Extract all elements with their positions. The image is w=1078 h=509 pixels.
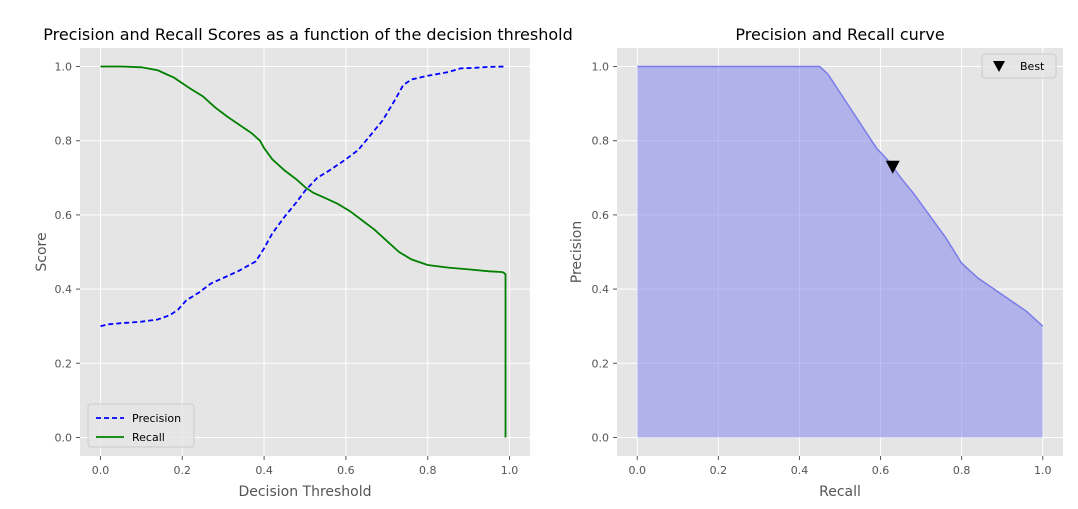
threshold-y-tick-label: 1.0 <box>55 61 73 74</box>
pr-curve-line <box>637 65 1044 327</box>
threshold-x-tick-label: 0.4 <box>255 464 273 477</box>
pr-y-tick-label: 0.4 <box>592 283 610 296</box>
pr-y-tick-label: 0.6 <box>592 209 610 222</box>
series-precision-line <box>100 65 506 328</box>
pr-y-tick-label: 0.0 <box>592 431 610 444</box>
threshold-y-axis-label: Score <box>34 232 50 271</box>
pr-x-axis-label: Recall <box>819 484 861 500</box>
threshold-y-tick-label: 0.4 <box>55 283 73 296</box>
pr-legend: Best <box>981 53 1057 79</box>
threshold-x-axis-label: Decision Threshold <box>238 484 371 500</box>
threshold-x-tick-label: 0.0 <box>92 464 110 477</box>
pr-curve-title: Precision and Recall curve <box>735 25 944 44</box>
pr-y-tick-label: 0.8 <box>592 135 610 148</box>
pr-x-tick-label: 0.4 <box>791 464 809 477</box>
pr-x-tick-label: 0.6 <box>872 464 890 477</box>
pr-curve-chart: Precision and Recall curve 0.0 0.2 0.4 0.6 0… <box>569 25 1063 500</box>
threshold-series <box>100 65 507 438</box>
series-recall-line <box>100 65 507 438</box>
legend-precision-label: Precision <box>132 412 181 425</box>
threshold-chart-title: Precision and Recall Scores as a functio… <box>43 25 573 44</box>
threshold-y-tick-label: 0.0 <box>55 431 73 444</box>
threshold-x-tick-label: 0.2 <box>174 464 192 477</box>
pr-ticks: 0.0 0.2 0.4 0.6 0.8 1.0 0.0 0.2 0.4 0.6 0.8 1.0 <box>592 61 1052 477</box>
threshold-y-tick-label: 0.2 <box>55 357 73 370</box>
threshold-chart: Precision and Recall Scores as a functio… <box>34 25 573 500</box>
best-point-marker <box>885 160 900 174</box>
legend-best-marker-icon <box>993 61 1005 72</box>
threshold-ticks: 0.0 0.2 0.4 0.6 0.8 1.0 0.0 0.2 0.4 0.6 0.8 1.0 <box>55 61 519 477</box>
threshold-x-tick-label: 0.8 <box>419 464 437 477</box>
pr-x-tick-label: 0.8 <box>953 464 971 477</box>
pr-series <box>637 65 1044 438</box>
pr-y-tick-label: 0.2 <box>592 357 610 370</box>
pr-area-fill <box>637 66 1043 438</box>
legend-best-label: Best <box>1020 60 1045 73</box>
pr-y-axis-label: Precision <box>569 221 585 283</box>
threshold-plot-area <box>80 48 530 456</box>
pr-x-tick-label: 0.0 <box>629 464 647 477</box>
pr-x-tick-label: 1.0 <box>1034 464 1052 477</box>
threshold-y-tick-label: 0.8 <box>55 135 73 148</box>
legend-recall-label: Recall <box>132 431 165 444</box>
threshold-legend: Precision Recall <box>87 403 195 448</box>
threshold-x-tick-label: 1.0 <box>501 464 519 477</box>
threshold-x-tick-label: 0.6 <box>337 464 355 477</box>
pr-legend-box <box>981 53 1057 79</box>
threshold-y-tick-label: 0.6 <box>55 209 73 222</box>
pr-y-tick-label: 1.0 <box>592 61 610 74</box>
pr-x-tick-label: 0.2 <box>710 464 728 477</box>
